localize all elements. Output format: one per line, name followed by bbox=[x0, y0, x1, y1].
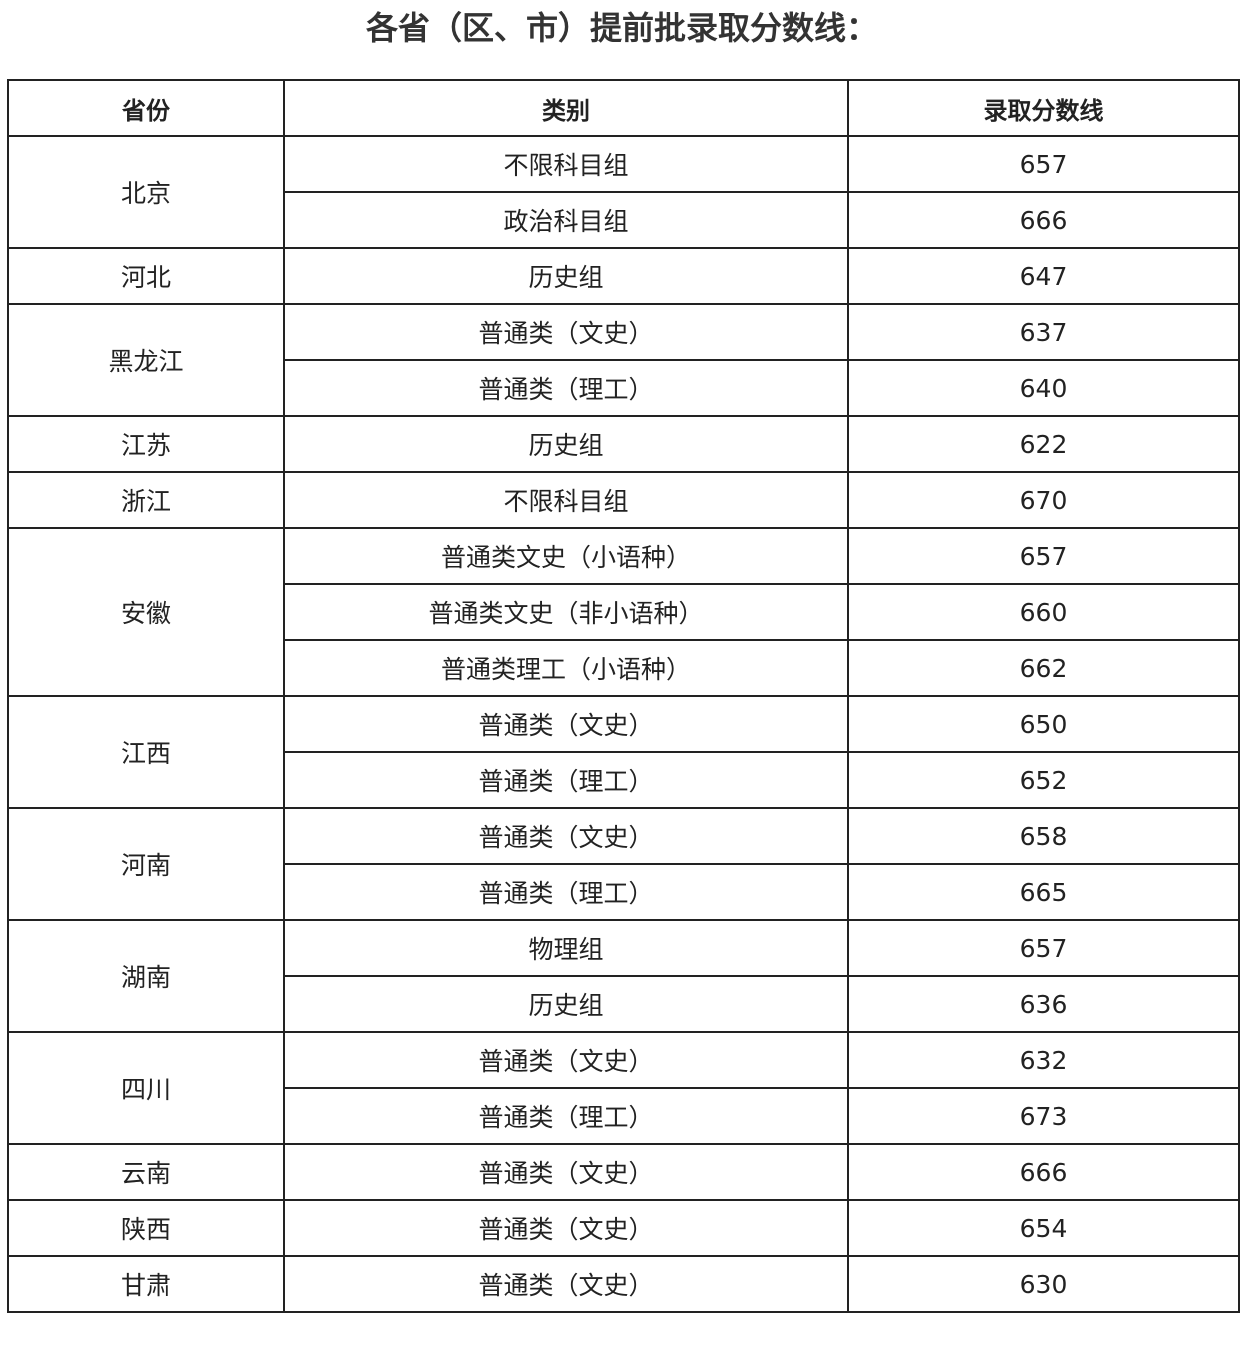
province-cell: 云南 bbox=[7, 1143, 285, 1201]
table-header-row: 省份 类别 录取分数线 bbox=[7, 79, 1240, 137]
score-cell: 630 bbox=[847, 1255, 1240, 1313]
admission-score-table: 省份 类别 录取分数线 北京 不限科目组 657 政治科目组 666 河北 历史组 647 黑龙… bbox=[7, 79, 1240, 1313]
table-row: 北京 不限科目组 657 bbox=[7, 135, 1240, 249]
province-cell: 四川 bbox=[7, 1031, 285, 1145]
province-cell: 黑龙江 bbox=[7, 303, 285, 417]
score-cell: 673 bbox=[847, 1087, 1240, 1145]
category-cell: 不限科目组 bbox=[283, 471, 849, 529]
category-cell: 历史组 bbox=[283, 975, 849, 1033]
score-cell: 637 bbox=[847, 303, 1240, 361]
table-row: 普通类（理工） 640 bbox=[8, 359, 1240, 417]
score-cell: 632 bbox=[847, 1031, 1240, 1089]
category-cell: 普通类（理工） bbox=[283, 751, 849, 809]
header-category: 类别 bbox=[283, 79, 849, 137]
score-cell: 665 bbox=[847, 863, 1240, 921]
province-cell: 湖南 bbox=[7, 919, 285, 1033]
province-cell: 陕西 bbox=[7, 1199, 285, 1257]
category-cell: 政治科目组 bbox=[283, 191, 849, 249]
table-row: 政治科目组 666 bbox=[8, 191, 1240, 249]
table-row: 四川 普通类（文史） 632 bbox=[7, 1031, 1240, 1145]
score-cell: 640 bbox=[847, 359, 1240, 417]
table-row: 陕西 普通类（文史） 654 bbox=[7, 1199, 1240, 1257]
score-cell: 636 bbox=[847, 975, 1240, 1033]
province-cell: 河北 bbox=[7, 247, 285, 305]
score-cell: 662 bbox=[847, 639, 1240, 697]
table-row: 江西 普通类（文史） 650 bbox=[7, 695, 1240, 809]
score-cell: 647 bbox=[847, 247, 1240, 305]
category-cell: 历史组 bbox=[283, 415, 849, 473]
category-cell: 普通类文史（非小语种） bbox=[283, 583, 849, 641]
category-cell: 普通类（文史） bbox=[283, 695, 849, 753]
table-row: 河南 普通类（文史） 658 bbox=[7, 807, 1240, 921]
score-cell: 657 bbox=[847, 919, 1240, 977]
table-row: 普通类（理工） 673 bbox=[8, 1087, 1240, 1145]
table-row: 江苏 历史组 622 bbox=[7, 415, 1240, 473]
score-cell: 658 bbox=[847, 807, 1240, 865]
category-cell: 普通类（文史） bbox=[283, 1255, 849, 1313]
province-cell: 河南 bbox=[7, 807, 285, 921]
province-cell: 浙江 bbox=[7, 471, 285, 529]
table-row: 安徽 普通类文史（小语种） 657 bbox=[7, 527, 1240, 697]
score-cell: 652 bbox=[847, 751, 1240, 809]
category-cell: 普通类（理工） bbox=[283, 359, 849, 417]
table-row: 河北 历史组 647 bbox=[7, 247, 1240, 305]
category-cell: 普通类（理工） bbox=[283, 1087, 849, 1145]
table-row: 历史组 636 bbox=[8, 975, 1240, 1033]
score-cell: 660 bbox=[847, 583, 1240, 641]
score-cell: 657 bbox=[847, 527, 1240, 585]
score-cell: 622 bbox=[847, 415, 1240, 473]
table-row: 甘肃 普通类（文史） 630 bbox=[7, 1255, 1240, 1313]
category-cell: 普通类（理工） bbox=[283, 863, 849, 921]
page-title: 各省（区、市）提前批录取分数线： bbox=[365, 9, 878, 47]
table-row: 黑龙江 普通类（文史） 637 bbox=[7, 303, 1240, 417]
table-body: 北京 不限科目组 657 政治科目组 666 河北 历史组 647 黑龙江 普通类（文史） 637 普… bbox=[7, 135, 1240, 1313]
province-cell: 安徽 bbox=[7, 527, 285, 697]
category-cell: 普通类（文史） bbox=[283, 303, 849, 361]
category-cell: 不限科目组 bbox=[283, 135, 849, 193]
province-cell: 江西 bbox=[7, 695, 285, 809]
category-cell: 物理组 bbox=[283, 919, 849, 977]
table-row: 普通类文史（非小语种） 660 bbox=[8, 583, 1240, 641]
score-cell: 670 bbox=[847, 471, 1240, 529]
province-cell: 江苏 bbox=[7, 415, 285, 473]
category-cell: 普通类文史（小语种） bbox=[283, 527, 849, 585]
category-cell: 普通类（文史） bbox=[283, 1031, 849, 1089]
table-row: 云南 普通类（文史） 666 bbox=[7, 1143, 1240, 1201]
table-row: 浙江 不限科目组 670 bbox=[7, 471, 1240, 529]
header-score: 录取分数线 bbox=[847, 79, 1240, 137]
province-cell: 甘肃 bbox=[7, 1255, 285, 1313]
table-row: 普通类（理工） 652 bbox=[8, 751, 1240, 809]
table-row: 普通类理工（小语种） 662 bbox=[8, 639, 1240, 697]
table-row: 湖南 物理组 657 bbox=[7, 919, 1240, 1033]
category-cell: 普通类理工（小语种） bbox=[283, 639, 849, 697]
score-cell: 657 bbox=[847, 135, 1240, 193]
score-cell: 666 bbox=[847, 1143, 1240, 1201]
category-cell: 普通类（文史） bbox=[283, 807, 849, 865]
category-cell: 普通类（文史） bbox=[283, 1199, 849, 1257]
score-cell: 666 bbox=[847, 191, 1240, 249]
header-province: 省份 bbox=[7, 79, 285, 137]
table-row: 普通类（理工） 665 bbox=[8, 863, 1240, 921]
province-cell: 北京 bbox=[7, 135, 285, 249]
category-cell: 普通类（文史） bbox=[283, 1143, 849, 1201]
category-cell: 历史组 bbox=[283, 247, 849, 305]
score-cell: 650 bbox=[847, 695, 1240, 753]
score-cell: 654 bbox=[847, 1199, 1240, 1257]
